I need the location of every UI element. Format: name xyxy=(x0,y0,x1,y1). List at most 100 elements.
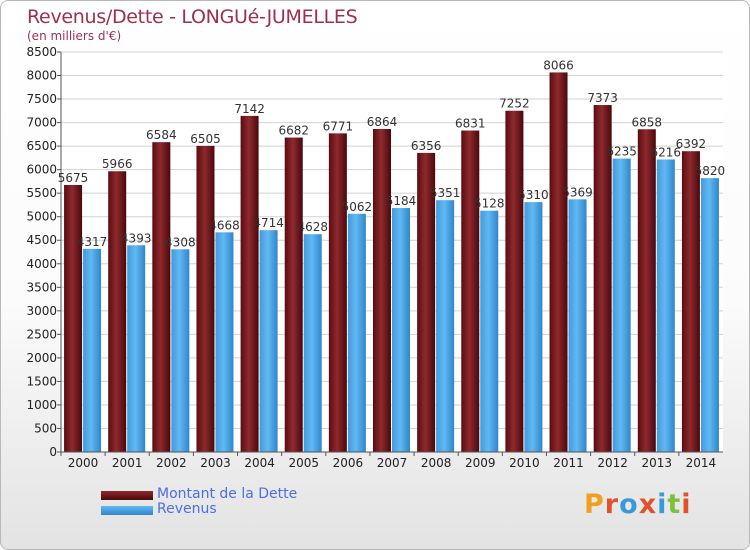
bar-revenus xyxy=(656,159,675,452)
x-tick-label: 2002 xyxy=(156,456,187,470)
logo-letter: P xyxy=(584,489,605,520)
x-tick-label: 2003 xyxy=(200,456,231,470)
y-tick-label: 500 xyxy=(34,421,57,435)
bar-dette xyxy=(461,130,480,452)
bar-dette xyxy=(240,115,259,452)
bar-revenus xyxy=(480,210,499,452)
y-tick-label: 1000 xyxy=(26,398,57,412)
data-label-dette: 6584 xyxy=(146,128,177,142)
y-tick-label: 7500 xyxy=(26,92,57,106)
bar-revenus xyxy=(347,213,366,452)
y-tick-label: 2500 xyxy=(26,327,57,341)
y-tick-label: 2000 xyxy=(26,351,57,365)
bar-dette xyxy=(196,145,215,452)
data-label-dette: 6864 xyxy=(367,115,398,129)
x-tick-label: 2012 xyxy=(597,456,628,470)
data-label-revenus: 5062 xyxy=(342,200,373,214)
data-label-revenus: 4668 xyxy=(209,218,240,232)
bar-dette xyxy=(549,72,568,453)
y-tick-label: 5000 xyxy=(26,210,57,224)
data-label-dette: 5675 xyxy=(58,171,89,185)
y-tick-label: 4500 xyxy=(26,233,57,247)
logo-letter: t xyxy=(667,489,682,520)
bar-revenus xyxy=(259,230,278,452)
axis-ticks: 0 500 1000 1500 2000 2500 3000 3500 4000 4500 5000… xyxy=(26,45,723,470)
data-label-revenus: 5369 xyxy=(562,185,593,199)
data-label-dette: 6682 xyxy=(278,124,309,138)
x-tick-label: 2001 xyxy=(112,456,143,470)
legend-swatch-dette xyxy=(101,491,153,500)
data-label-dette: 8066 xyxy=(543,58,574,72)
x-tick-label: 2010 xyxy=(509,456,540,470)
bar-dette xyxy=(328,133,347,453)
y-tick-label: 6000 xyxy=(26,163,57,177)
data-label-dette: 7252 xyxy=(499,97,530,111)
data-label-dette: 6356 xyxy=(411,139,442,153)
logo-letter: i xyxy=(657,489,668,520)
y-tick-label: 6500 xyxy=(26,139,57,153)
logo-letter: i xyxy=(681,489,692,520)
y-tick-label: 3500 xyxy=(26,280,57,294)
data-label-revenus: 4317 xyxy=(77,235,108,249)
data-label-dette: 6858 xyxy=(632,115,663,129)
data-label-dette: 7142 xyxy=(234,102,265,116)
x-tick-label: 2005 xyxy=(288,456,319,470)
data-label-revenus: 5351 xyxy=(430,186,461,200)
bar-dette xyxy=(505,110,524,453)
bar-revenus xyxy=(568,199,587,452)
chart-subtitle: (en milliers d'€) xyxy=(27,29,122,43)
x-tick-label: 2009 xyxy=(465,456,496,470)
y-tick-label: 0 xyxy=(49,445,57,459)
logo-letter: o xyxy=(619,489,639,520)
data-label-dette: 7373 xyxy=(587,91,618,105)
x-tick-label: 2011 xyxy=(553,456,584,470)
bar-revenus xyxy=(612,158,631,452)
bar-revenus xyxy=(127,245,146,452)
bar-dette xyxy=(152,142,171,452)
data-label-dette: 6771 xyxy=(323,119,354,133)
bar-revenus xyxy=(436,200,455,452)
y-tick-label: 8500 xyxy=(26,45,57,59)
bar-revenus xyxy=(700,178,719,452)
data-label-revenus: 5820 xyxy=(695,164,726,178)
data-label-revenus: 4308 xyxy=(165,235,196,249)
legend-label-revenus: Revenus xyxy=(157,501,217,517)
x-tick-label: 2008 xyxy=(421,456,452,470)
data-labels: 5675 4317 5966 4393 6584 4308 6505 4668 7142 4714… xyxy=(58,58,725,249)
bars xyxy=(64,72,719,453)
y-tick-label: 1500 xyxy=(26,374,57,388)
bar-revenus xyxy=(524,202,543,452)
bar-dette xyxy=(64,184,83,453)
y-tick-label: 7000 xyxy=(26,116,57,130)
bar-dette xyxy=(637,129,656,453)
data-label-revenus: 4628 xyxy=(297,220,328,234)
data-label-revenus: 5184 xyxy=(386,194,417,208)
bar-dette xyxy=(108,171,127,452)
data-label-revenus: 5310 xyxy=(518,188,549,202)
bar-revenus xyxy=(83,248,102,452)
data-label-revenus: 4714 xyxy=(253,216,284,230)
bar-dette xyxy=(593,105,612,453)
bar-dette xyxy=(373,128,391,453)
x-tick-label: 2000 xyxy=(68,456,99,470)
y-tick-label: 4000 xyxy=(26,257,57,271)
data-label-dette: 6392 xyxy=(676,137,707,151)
bar-revenus xyxy=(215,232,234,452)
y-tick-label: 3000 xyxy=(26,304,57,318)
logo-letter: x xyxy=(638,489,658,520)
bar-dette xyxy=(417,152,436,453)
data-label-dette: 6505 xyxy=(190,132,221,146)
x-tick-label: 2007 xyxy=(377,456,408,470)
data-label-revenus: 6216 xyxy=(651,145,682,159)
data-label-revenus: 6235 xyxy=(606,145,637,159)
chart-title: Revenus/Dette - LONGUé-JUMELLES xyxy=(27,6,358,28)
y-tick-label: 5500 xyxy=(26,186,57,200)
data-label-dette: 5966 xyxy=(102,157,133,171)
x-tick-label: 2004 xyxy=(244,456,275,470)
bar-revenus xyxy=(392,208,410,452)
y-tick-label: 8000 xyxy=(26,69,57,83)
proxiti-logo: Proxiti xyxy=(584,489,692,520)
logo-letter: r xyxy=(604,489,620,520)
